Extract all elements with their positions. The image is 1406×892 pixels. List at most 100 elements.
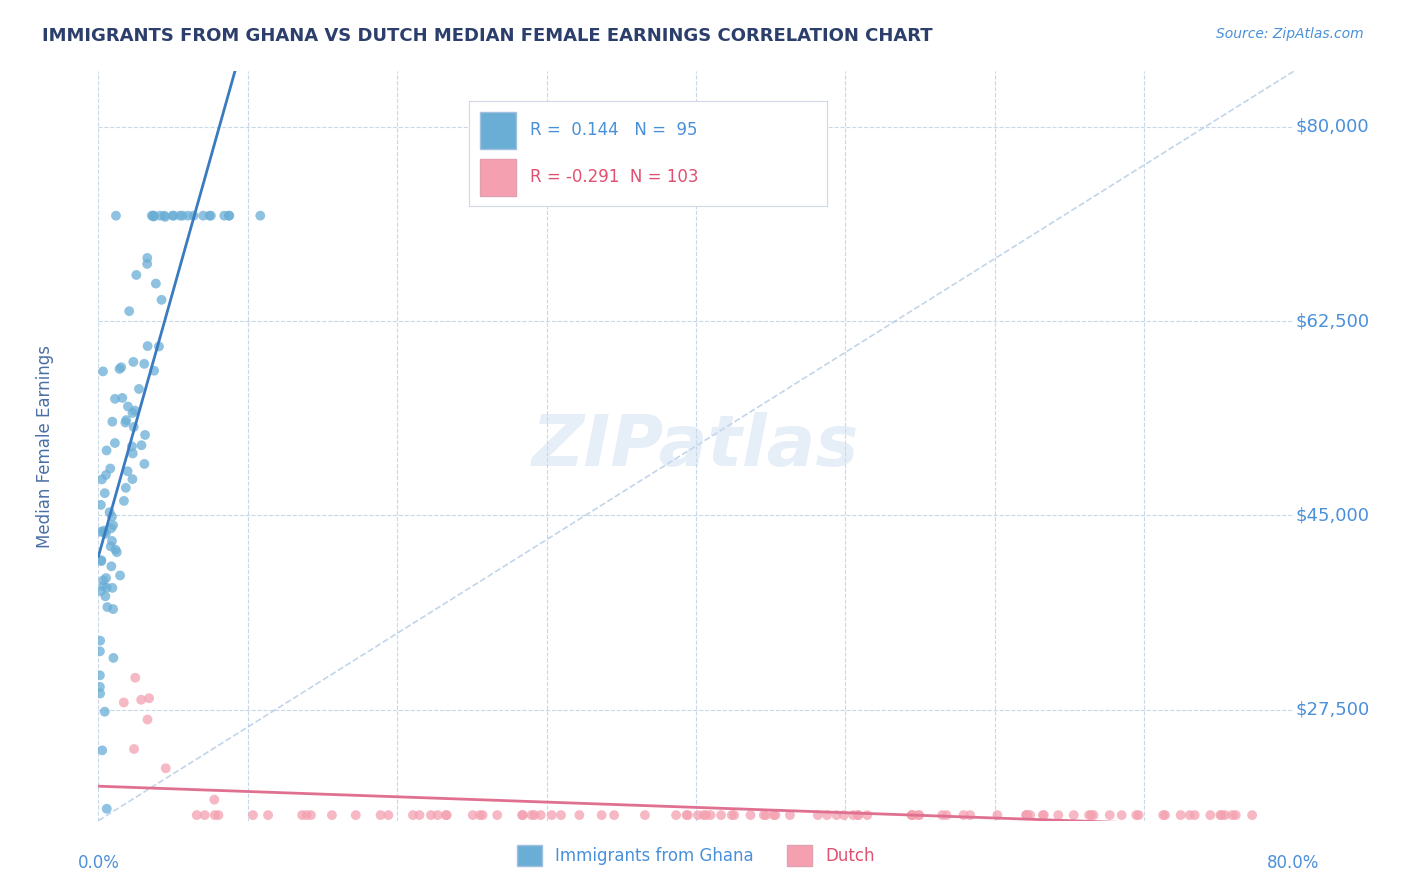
Point <box>779 808 801 822</box>
Point <box>155 761 177 775</box>
Point <box>510 808 533 822</box>
Point <box>115 413 138 427</box>
Point <box>471 808 494 822</box>
Point <box>101 415 124 429</box>
Point <box>96 802 118 816</box>
Point <box>207 808 229 822</box>
Point <box>1078 808 1101 822</box>
Point <box>1170 808 1192 822</box>
Point <box>1209 808 1232 822</box>
Point <box>121 406 143 420</box>
Point <box>89 686 111 700</box>
Point <box>825 808 848 822</box>
Point <box>90 554 112 568</box>
Point <box>183 209 205 223</box>
Point <box>1019 808 1042 822</box>
Point <box>344 808 367 822</box>
Point <box>692 808 714 822</box>
Point <box>530 808 553 822</box>
Point <box>122 355 145 369</box>
Point <box>1063 808 1085 822</box>
Point <box>686 808 709 822</box>
Point <box>104 392 127 406</box>
Point <box>1178 808 1201 822</box>
Point <box>96 581 118 595</box>
Point <box>291 808 314 822</box>
Point <box>591 808 613 822</box>
Point <box>832 808 855 822</box>
Point <box>755 808 778 822</box>
Point <box>740 808 762 822</box>
Text: $27,500: $27,500 <box>1296 700 1371 719</box>
Point <box>486 808 509 822</box>
Point <box>420 808 443 822</box>
Point <box>96 443 118 458</box>
Point <box>520 808 543 822</box>
Point <box>136 257 159 271</box>
Point <box>198 209 221 223</box>
Point <box>124 403 146 417</box>
Point <box>1184 808 1206 822</box>
Point <box>122 742 145 756</box>
Point <box>93 524 115 538</box>
Point <box>676 808 699 822</box>
Point <box>257 808 280 822</box>
Point <box>142 209 165 223</box>
Point <box>1199 808 1222 822</box>
Point <box>162 209 184 223</box>
Point <box>321 808 343 822</box>
Point <box>603 808 626 822</box>
Point <box>89 644 111 658</box>
Point <box>112 494 135 508</box>
Point <box>94 571 117 585</box>
Point <box>108 568 131 582</box>
Point <box>91 574 114 588</box>
Point <box>935 808 957 822</box>
Point <box>153 209 176 223</box>
Point <box>523 808 546 822</box>
Point <box>675 808 697 822</box>
Point <box>200 209 222 223</box>
Point <box>540 808 562 822</box>
Point <box>436 808 458 822</box>
Point <box>720 808 742 822</box>
Point <box>104 436 127 450</box>
Point <box>100 540 122 554</box>
Point <box>763 808 786 822</box>
Text: ZIPatlas: ZIPatlas <box>533 411 859 481</box>
Point <box>145 277 167 291</box>
Point <box>1015 808 1038 822</box>
Point <box>959 808 981 822</box>
Point <box>242 808 264 822</box>
Point <box>118 304 141 318</box>
Point <box>101 533 124 548</box>
Point <box>699 808 721 822</box>
Point <box>136 339 159 353</box>
Point <box>695 808 717 822</box>
Point <box>377 808 399 822</box>
Text: $45,000: $45,000 <box>1296 507 1369 524</box>
Point <box>101 509 124 524</box>
Point <box>1015 808 1038 822</box>
Point <box>91 579 114 593</box>
Point <box>908 808 931 822</box>
Point <box>150 293 173 307</box>
Point <box>249 209 271 223</box>
Point <box>299 808 322 822</box>
Text: 0.0%: 0.0% <box>77 854 120 872</box>
Point <box>461 808 484 822</box>
Point <box>434 808 457 822</box>
Legend: Immigrants from Ghana, Dutch: Immigrants from Ghana, Dutch <box>510 838 882 872</box>
Point <box>202 792 225 806</box>
Point <box>138 691 160 706</box>
Point <box>1222 808 1244 822</box>
Point <box>193 209 215 223</box>
Point <box>408 808 430 822</box>
Point <box>1083 808 1105 822</box>
Point <box>117 400 139 414</box>
Text: Source: ZipAtlas.com: Source: ZipAtlas.com <box>1216 27 1364 41</box>
Point <box>90 472 112 486</box>
Point <box>122 420 145 434</box>
Point <box>214 209 236 223</box>
Point <box>194 808 217 822</box>
